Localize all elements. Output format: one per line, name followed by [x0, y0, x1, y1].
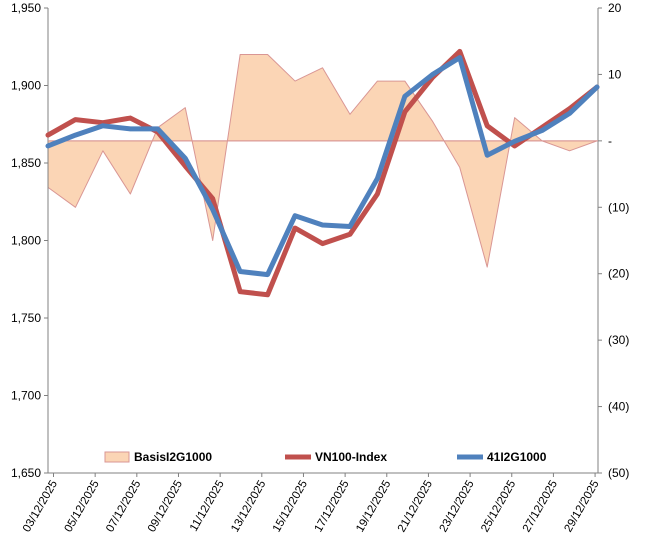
x-tick-label: 23/12/2025 — [438, 479, 477, 535]
x-tick-label: 11/12/2025 — [188, 479, 227, 534]
right-tick-label: (50) — [608, 466, 629, 480]
vn100-index-line — [45, 48, 600, 298]
x-tick-label: 25/12/2025 — [479, 479, 518, 535]
x-tick-label: 03/12/2025 — [21, 479, 60, 535]
right-tick-label: 10 — [608, 67, 622, 81]
right-tick-label: (20) — [608, 267, 629, 281]
legend-label: VN100-Index — [315, 450, 387, 464]
x-tick-label: 27/12/2025 — [521, 479, 560, 535]
left-tick-label: 1,800 — [11, 234, 41, 248]
right-tick-label: (40) — [608, 400, 629, 414]
index-41i2g1000-line — [45, 55, 600, 278]
x-tick-label: 05/12/2025 — [63, 479, 102, 535]
right-tick-label: (10) — [608, 200, 629, 214]
left-tick-label: 1,950 — [11, 1, 41, 15]
lines-layer — [45, 48, 600, 298]
right-tick-label: (30) — [608, 333, 629, 347]
left-tick-label: 1,900 — [11, 79, 41, 93]
x-tick-label: 09/12/2025 — [146, 479, 185, 535]
area-layer — [47, 54, 598, 268]
legend-label: BasisI2G1000 — [134, 450, 212, 464]
x-tick-label: 13/12/2025 — [229, 479, 268, 535]
x-tick-label: 19/12/2025 — [354, 479, 393, 535]
right-tick-label: 20 — [608, 1, 622, 15]
left-tick-label: 1,650 — [11, 466, 41, 480]
legend: BasisI2G1000 VN100-Index 41I2G1000 — [104, 450, 547, 464]
x-tick-label: 29/12/2025 — [563, 479, 602, 535]
x-tick-label: 17/12/2025 — [313, 479, 352, 535]
left-tick-label: 1,850 — [11, 156, 41, 170]
x-tick-label: 07/12/2025 — [104, 479, 143, 535]
legend-label: 41I2G1000 — [487, 450, 547, 464]
left-tick-label: 1,750 — [11, 311, 41, 325]
x-tick-label: 15/12/2025 — [271, 479, 310, 535]
right-tick-label: - — [608, 134, 612, 148]
legend-swatch-basis — [104, 451, 130, 463]
basis-area-series — [47, 54, 598, 268]
left-tick-label: 1,700 — [11, 389, 41, 403]
x-tick-label: 21/12/2025 — [396, 479, 435, 535]
